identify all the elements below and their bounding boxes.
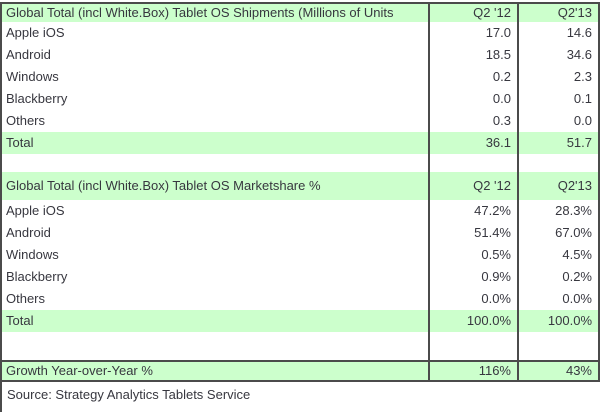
value-q2-12: 0.2 [428,66,517,88]
shipments-header-row: Global Total (incl White.Box) Tablet OS … [0,4,600,22]
marketshare-row-apple-ios: Apple iOS 47.2% 28.3% [0,200,600,222]
row-label: Apple iOS [0,22,428,44]
value-q2-13: 0.2% [517,266,600,288]
row-label: Total [0,132,428,154]
value-q2-13: 14.6 [517,22,600,44]
value-q2-12: 18.5 [428,44,517,66]
growth-label: Growth Year-over-Year % [0,362,428,380]
spacer-row [0,154,600,172]
row-label: Apple iOS [0,200,428,222]
value-q2-13: 34.6 [517,44,600,66]
marketshare-row-android: Android 51.4% 67.0% [0,222,600,244]
row-label: Android [0,222,428,244]
shipments-row-others: Others 0.3 0.0 [0,110,600,132]
value-q2-12: 0.9% [428,266,517,288]
marketshare-row-others: Others 0.0% 0.0% [0,288,600,310]
value-q2-12: 0.3 [428,110,517,132]
value-q2-12: 17.0 [428,22,517,44]
table-grid: Global Total (incl White.Box) Tablet OS … [0,2,600,382]
row-label: Total [0,310,428,332]
growth-row: Growth Year-over-Year % 116% 43% [0,360,600,382]
marketshare-section-title: Global Total (incl White.Box) Tablet OS … [0,172,428,200]
value-q2-13: 0.0% [517,288,600,310]
marketshare-header-row: Global Total (incl White.Box) Tablet OS … [0,172,600,200]
growth-value-q2-13: 43% [517,362,600,380]
row-label: Blackberry [0,266,428,288]
spacer-cell [428,154,517,172]
value-q2-12: 51.4% [428,222,517,244]
shipments-row-android: Android 18.5 34.6 [0,44,600,66]
row-label: Others [0,288,428,310]
row-label: Windows [0,66,428,88]
spacer-cell [0,154,428,172]
value-q2-13: 28.3% [517,200,600,222]
shipments-row-windows: Windows 0.2 2.3 [0,66,600,88]
value-q2-12: 0.0% [428,288,517,310]
spacer-cell [517,154,600,172]
value-q2-13: 4.5% [517,244,600,266]
value-q2-13: 0.0 [517,110,600,132]
value-q2-13: 51.7 [517,132,600,154]
shipments-col-header-q2-12: Q2 '12 [428,4,517,22]
growth-value-q2-12: 116% [428,362,517,380]
marketshare-col-header-q2-12: Q2 '12 [428,172,517,200]
marketshare-total-row: Total 100.0% 100.0% [0,310,600,332]
value-q2-12: 47.2% [428,200,517,222]
value-q2-12: 36.1 [428,132,517,154]
spacer-row [0,332,600,360]
spacer-cell [517,332,600,360]
row-label: Blackberry [0,88,428,110]
shipments-col-header-q2-13: Q2'13 [517,4,600,22]
shipments-row-apple-ios: Apple iOS 17.0 14.6 [0,22,600,44]
value-q2-13: 0.1 [517,88,600,110]
value-q2-13: 100.0% [517,310,600,332]
spacer-cell [428,332,517,360]
marketshare-row-windows: Windows 0.5% 4.5% [0,244,600,266]
marketshare-row-blackberry: Blackberry 0.9% 0.2% [0,266,600,288]
source-text: Source: Strategy Analytics Tablets Servi… [0,382,600,412]
shipments-section-title: Global Total (incl White.Box) Tablet OS … [0,4,428,22]
row-label: Windows [0,244,428,266]
value-q2-12: 0.0 [428,88,517,110]
shipments-total-row: Total 36.1 51.7 [0,132,600,154]
row-label: Android [0,44,428,66]
value-q2-12: 0.5% [428,244,517,266]
value-q2-12: 100.0% [428,310,517,332]
value-q2-13: 2.3 [517,66,600,88]
source-row: Source: Strategy Analytics Tablets Servi… [0,382,600,412]
shipments-row-blackberry: Blackberry 0.0 0.1 [0,88,600,110]
row-label: Others [0,110,428,132]
marketshare-col-header-q2-13: Q2'13 [517,172,600,200]
spacer-cell [0,332,428,360]
value-q2-13: 67.0% [517,222,600,244]
